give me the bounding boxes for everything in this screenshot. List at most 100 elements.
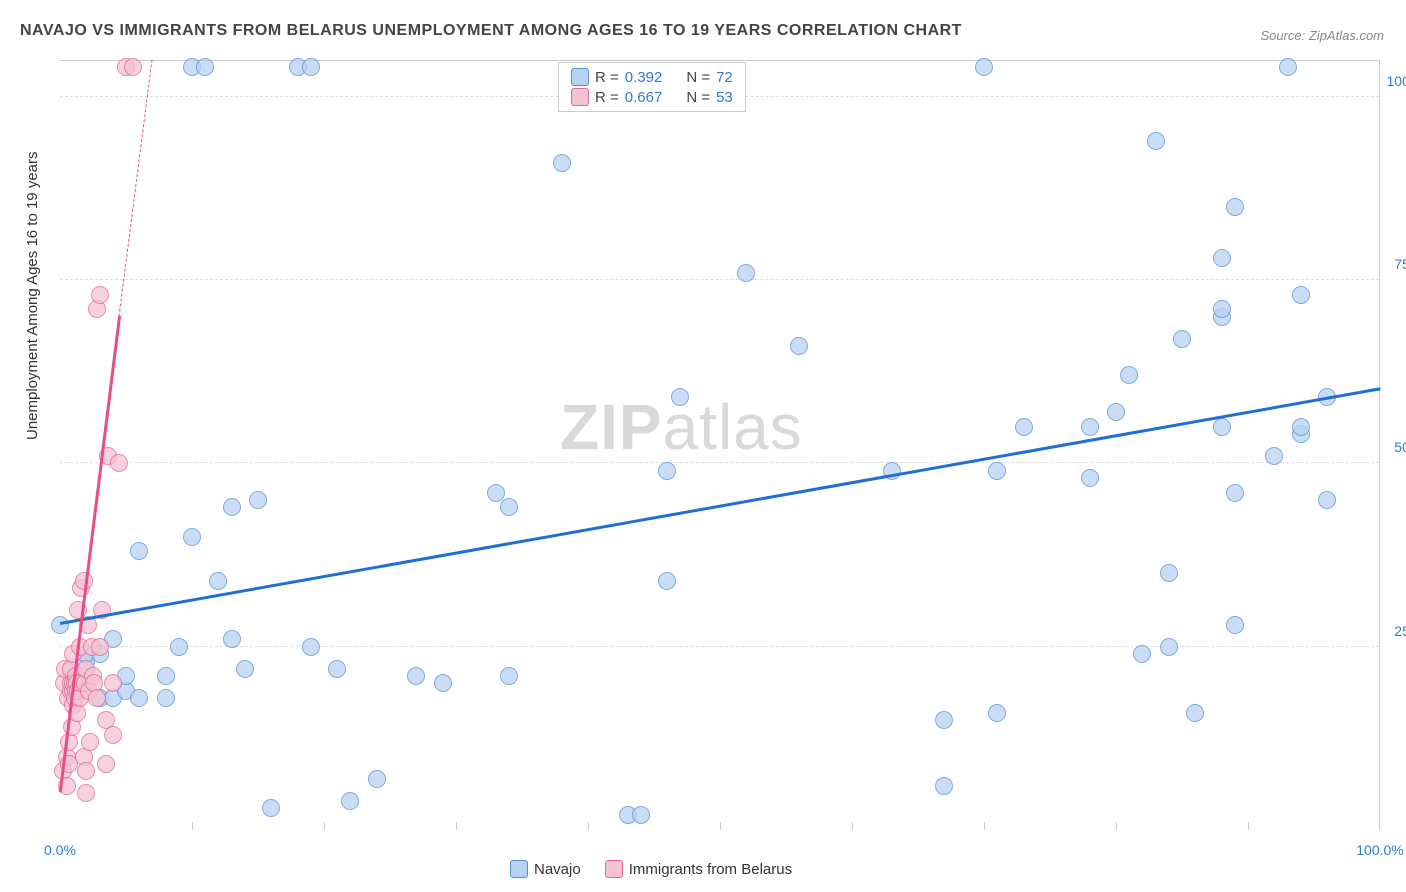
square-icon	[510, 860, 528, 878]
scatter-point	[1213, 249, 1231, 267]
scatter-point	[368, 770, 386, 788]
scatter-point	[91, 638, 109, 656]
chart-plot-area: 25.0%50.0%75.0%100.0%0.0%100.0%	[60, 61, 1379, 830]
y-tick-label: 100.0%	[1387, 73, 1406, 89]
scatter-point	[988, 462, 1006, 480]
scatter-point	[671, 388, 689, 406]
scatter-point	[91, 286, 109, 304]
scatter-point	[262, 799, 280, 817]
scatter-point	[1015, 418, 1033, 436]
scatter-point	[1173, 330, 1191, 348]
x-tick-label: 0.0%	[44, 842, 76, 858]
scatter-point	[1226, 484, 1244, 502]
scatter-point	[130, 542, 148, 560]
scatter-point	[124, 58, 142, 76]
scatter-point	[737, 264, 755, 282]
scatter-point	[1292, 286, 1310, 304]
y-tick-label: 25.0%	[1394, 623, 1406, 639]
scatter-point	[249, 491, 267, 509]
scatter-point	[1160, 638, 1178, 656]
scatter-point	[157, 689, 175, 707]
square-icon	[605, 860, 623, 878]
legend-row-series2: R = 0.667 N = 53	[571, 87, 733, 107]
chart-area: 25.0%50.0%75.0%100.0%0.0%100.0%	[60, 60, 1380, 830]
n-label: N =	[686, 89, 710, 106]
gridline-vertical	[852, 822, 853, 830]
scatter-point	[1186, 704, 1204, 722]
scatter-point	[1107, 403, 1125, 421]
scatter-point	[302, 638, 320, 656]
scatter-point	[1147, 132, 1165, 150]
scatter-point	[81, 733, 99, 751]
source-attribution: Source: ZipAtlas.com	[1260, 28, 1384, 43]
gridline-vertical	[324, 822, 325, 830]
scatter-point	[183, 528, 201, 546]
legend-row-series1: R = 0.392 N = 72	[571, 67, 733, 87]
scatter-point	[77, 762, 95, 780]
scatter-point	[1265, 447, 1283, 465]
scatter-point	[1213, 300, 1231, 318]
gridline-vertical	[984, 822, 985, 830]
scatter-point	[1226, 198, 1244, 216]
scatter-point	[328, 660, 346, 678]
scatter-point	[236, 660, 254, 678]
scatter-point	[302, 58, 320, 76]
scatter-point	[1081, 469, 1099, 487]
scatter-point	[434, 674, 452, 692]
r-value-series1: 0.392	[625, 69, 663, 86]
gridline-horizontal	[60, 646, 1379, 647]
scatter-point	[97, 755, 115, 773]
scatter-point	[157, 667, 175, 685]
r-value-series2: 0.667	[625, 89, 663, 106]
gridline-vertical	[588, 822, 589, 830]
gridline-vertical	[720, 822, 721, 830]
gridline-vertical	[1248, 822, 1249, 830]
scatter-point	[500, 498, 518, 516]
scatter-point	[487, 484, 505, 502]
scatter-point	[130, 689, 148, 707]
scatter-point	[407, 667, 425, 685]
gridline-vertical	[1116, 822, 1117, 830]
scatter-point	[196, 58, 214, 76]
gridline-horizontal	[60, 279, 1379, 280]
legend-label-series1: Navajo	[534, 861, 581, 878]
scatter-point	[1160, 564, 1178, 582]
page-title: NAVAJO VS IMMIGRANTS FROM BELARUS UNEMPL…	[20, 22, 962, 40]
n-label: N =	[686, 69, 710, 86]
scatter-point	[104, 674, 122, 692]
scatter-point	[935, 777, 953, 795]
n-value-series2: 53	[716, 89, 733, 106]
scatter-point	[553, 154, 571, 172]
legend-item-series1: Navajo	[510, 860, 581, 878]
r-label: R =	[595, 89, 619, 106]
trendline-extrapolated	[119, 59, 153, 316]
scatter-point	[500, 667, 518, 685]
n-value-series1: 72	[716, 69, 733, 86]
square-icon	[571, 68, 589, 86]
y-axis-label: Unemployment Among Ages 16 to 19 years	[24, 151, 41, 440]
scatter-point	[341, 792, 359, 810]
r-label: R =	[595, 69, 619, 86]
y-tick-label: 75.0%	[1394, 256, 1406, 272]
scatter-point	[77, 784, 95, 802]
gridline-vertical	[456, 822, 457, 830]
scatter-point	[170, 638, 188, 656]
scatter-point	[1213, 418, 1231, 436]
scatter-point	[104, 726, 122, 744]
scatter-point	[1133, 645, 1151, 663]
scatter-point	[790, 337, 808, 355]
square-icon	[571, 88, 589, 106]
scatter-point	[209, 572, 227, 590]
scatter-point	[1226, 616, 1244, 634]
gridline-vertical	[192, 822, 193, 830]
scatter-point	[1120, 366, 1138, 384]
y-tick-label: 50.0%	[1394, 439, 1406, 455]
scatter-point	[1081, 418, 1099, 436]
scatter-point	[88, 689, 106, 707]
scatter-point	[110, 454, 128, 472]
scatter-point	[658, 462, 676, 480]
scatter-point	[632, 806, 650, 824]
scatter-point	[223, 630, 241, 648]
scatter-point	[658, 572, 676, 590]
scatter-point	[1318, 491, 1336, 509]
